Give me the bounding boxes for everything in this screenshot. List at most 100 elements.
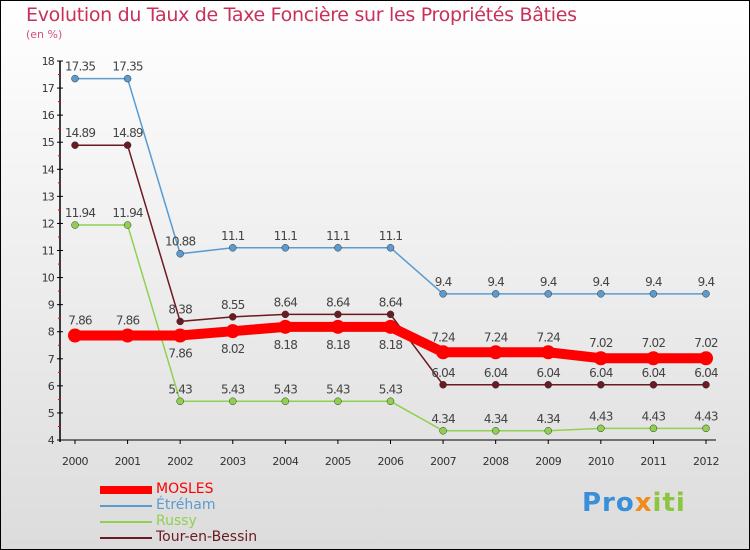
data-point (436, 345, 451, 360)
data-point (281, 310, 290, 319)
y-tick-label: 11 (42, 245, 54, 258)
data-point (173, 328, 188, 343)
data-point (649, 381, 658, 389)
x-tick-label: 2006 (378, 455, 404, 468)
proxiti-logo: Proxiti (582, 488, 686, 518)
data-point (439, 381, 447, 389)
chart-title: Evolution du Taux de Taxe Foncière sur l… (26, 4, 577, 26)
legend-item-mosles: MOSLES (100, 482, 214, 497)
x-tick-label: 2012 (693, 455, 719, 468)
x-tick-label: 2002 (167, 455, 193, 468)
data-label: 4.43 (694, 409, 718, 423)
data-point (176, 317, 184, 326)
series-line-Étréham (75, 77, 706, 295)
data-label: 4.34 (536, 412, 560, 426)
x-tick-label: 2003 (220, 455, 246, 468)
data-label: 8.02 (221, 342, 245, 356)
data-label: 17.35 (65, 60, 96, 74)
legend-swatch (100, 485, 152, 494)
data-point (386, 244, 395, 252)
data-label: 4.43 (589, 409, 613, 423)
data-point (699, 351, 713, 366)
y-tick-label: 18 (42, 55, 55, 68)
data-label: 7.24 (536, 330, 560, 344)
data-point (597, 290, 605, 298)
data-label: 9.4 (592, 275, 609, 289)
data-point (439, 290, 447, 298)
x-tick-label: 2009 (535, 455, 561, 468)
data-point (176, 397, 184, 406)
y-tick-label: 9 (48, 299, 55, 312)
data-label: 5.43 (274, 382, 298, 396)
data-point (491, 290, 500, 298)
data-label: 8.55 (221, 298, 245, 312)
data-point (491, 427, 500, 435)
data-label: 14.89 (65, 126, 96, 140)
legend-label: Tour-en-Bessin (156, 529, 258, 545)
y-tick-label: 15 (42, 136, 55, 149)
x-tick-label: 2005 (325, 455, 351, 468)
data-label: 14.89 (112, 126, 143, 140)
data-point (176, 249, 184, 258)
data-label: 7.86 (168, 347, 192, 361)
data-label: 8.18 (326, 338, 350, 352)
data-label: 8.64 (274, 295, 298, 309)
data-point (68, 328, 82, 343)
data-label: 8.38 (168, 302, 192, 316)
data-label: 7.02 (694, 336, 718, 350)
data-label: 11.94 (112, 206, 143, 220)
data-point (71, 221, 79, 229)
data-label: 8.18 (274, 338, 298, 352)
x-tick-label: 2010 (588, 455, 614, 468)
y-tick-label: 16 (42, 109, 55, 122)
data-point (593, 351, 608, 366)
data-point (383, 319, 398, 334)
data-point (281, 244, 290, 252)
data-label: 9.4 (435, 275, 452, 289)
data-label: 5.43 (379, 382, 403, 396)
data-point (334, 244, 342, 252)
data-label: 11.1 (221, 229, 245, 243)
data-label: 9.4 (487, 275, 504, 289)
legend-item-tour-en-bessin: Tour-en-Bessin (100, 530, 257, 545)
data-label: 4.34 (431, 412, 455, 426)
data-label: 10.88 (165, 235, 196, 249)
legend-label: MOSLES (156, 481, 214, 497)
x-tick-label: 2011 (640, 455, 666, 468)
data-label: 5.43 (326, 382, 350, 396)
data-point (71, 74, 79, 83)
data-label: 7.24 (431, 330, 455, 344)
data-point (281, 397, 290, 406)
x-tick-label: 2008 (483, 455, 509, 468)
data-point (491, 381, 500, 389)
data-point (649, 290, 658, 298)
legend-swatch (100, 520, 152, 523)
data-label: 8.64 (326, 295, 350, 309)
data-point (229, 244, 237, 252)
data-point (123, 141, 132, 149)
data-point (334, 397, 342, 406)
data-point (544, 427, 552, 435)
data-label: 11.1 (379, 229, 403, 243)
data-point (225, 324, 240, 339)
data-label: 11.94 (65, 206, 96, 220)
data-label: 7.86 (68, 314, 92, 328)
data-point (597, 381, 605, 389)
data-point (649, 424, 658, 433)
legend-swatch (100, 536, 152, 539)
y-tick-label: 8 (48, 326, 55, 339)
data-label: 8.64 (379, 295, 403, 309)
y-tick-label: 6 (48, 380, 55, 393)
data-label: 8.18 (379, 338, 403, 352)
data-label: 7.02 (642, 336, 666, 350)
y-tick-label: 13 (42, 190, 55, 203)
data-point (334, 310, 342, 319)
data-point (541, 345, 556, 360)
y-tick-label: 10 (42, 272, 55, 285)
data-label: 6.04 (694, 366, 718, 380)
data-point (702, 381, 710, 389)
data-point (330, 319, 345, 334)
data-label: 4.43 (642, 409, 666, 423)
